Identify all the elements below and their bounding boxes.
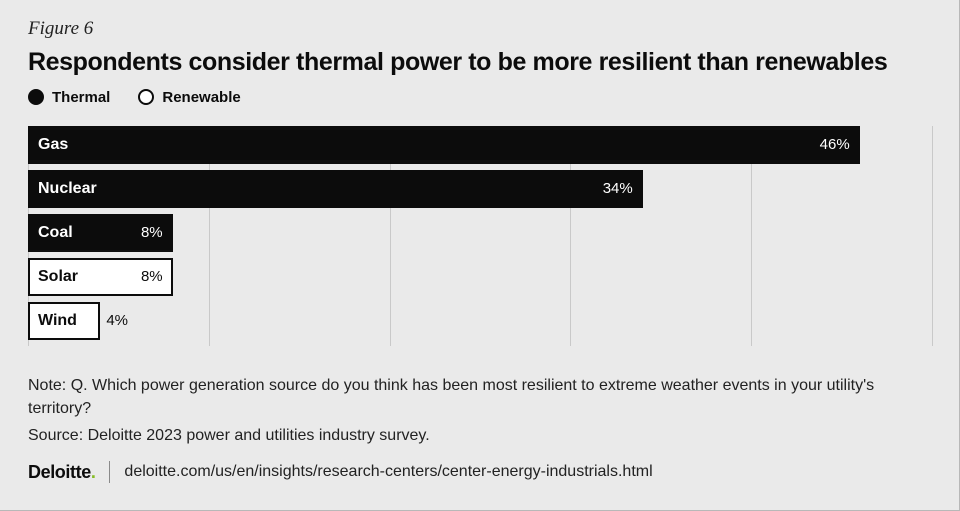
legend-label-thermal: Thermal: [52, 89, 110, 106]
bar-label: Wind: [30, 312, 77, 330]
footer: Deloitte. deloitte.com/us/en/insights/re…: [28, 461, 932, 483]
bar-value: 34%: [603, 180, 641, 197]
bar-wind: Wind: [28, 302, 100, 340]
bar-solar: Solar 8%: [28, 258, 173, 296]
legend-swatch-renewable-icon: [138, 89, 154, 105]
footer-divider: [109, 461, 110, 483]
gridline: [932, 126, 933, 346]
bar-label: Gas: [30, 136, 68, 154]
bar-label: Coal: [30, 224, 73, 242]
footer-url: deloitte.com/us/en/insights/research-cen…: [124, 463, 652, 481]
bar-value: 8%: [141, 224, 171, 241]
figure-label: Figure 6: [28, 18, 932, 40]
bar-label: Nuclear: [30, 180, 97, 198]
bar-row: Nuclear 34%: [28, 170, 932, 208]
brand-logo: Deloitte.: [28, 462, 95, 483]
bar-value: 4%: [100, 302, 128, 340]
legend-label-renewable: Renewable: [162, 89, 240, 106]
bar-row: Wind 4%: [28, 302, 932, 340]
legend-item-renewable: Renewable: [138, 89, 240, 106]
chart-title: Respondents consider thermal power to be…: [28, 48, 932, 77]
bar-nuclear: Nuclear 34%: [28, 170, 643, 208]
legend-swatch-thermal-icon: [28, 89, 44, 105]
bar-coal: Coal 8%: [28, 214, 173, 252]
bar-chart: Gas 46% Nuclear 34% Coal 8% Solar 8% Wind 4%: [28, 126, 932, 346]
bar-gas: Gas 46%: [28, 126, 860, 164]
bar-row: Gas 46%: [28, 126, 932, 164]
legend: Thermal Renewable: [28, 89, 932, 106]
bar-label: Solar: [30, 268, 78, 286]
legend-item-thermal: Thermal: [28, 89, 110, 106]
bar-value: 8%: [141, 268, 171, 285]
chart-note: Note: Q. Which power generation source d…: [28, 374, 932, 420]
bar-value: 46%: [820, 136, 858, 153]
bar-row: Solar 8%: [28, 258, 932, 296]
bar-row: Coal 8%: [28, 214, 932, 252]
brand-dot-icon: .: [91, 462, 96, 482]
brand-text: Deloitte: [28, 462, 91, 482]
chart-source: Source: Deloitte 2023 power and utilitie…: [28, 424, 932, 447]
chart-bars: Gas 46% Nuclear 34% Coal 8% Solar 8% Wind 4%: [28, 126, 932, 346]
